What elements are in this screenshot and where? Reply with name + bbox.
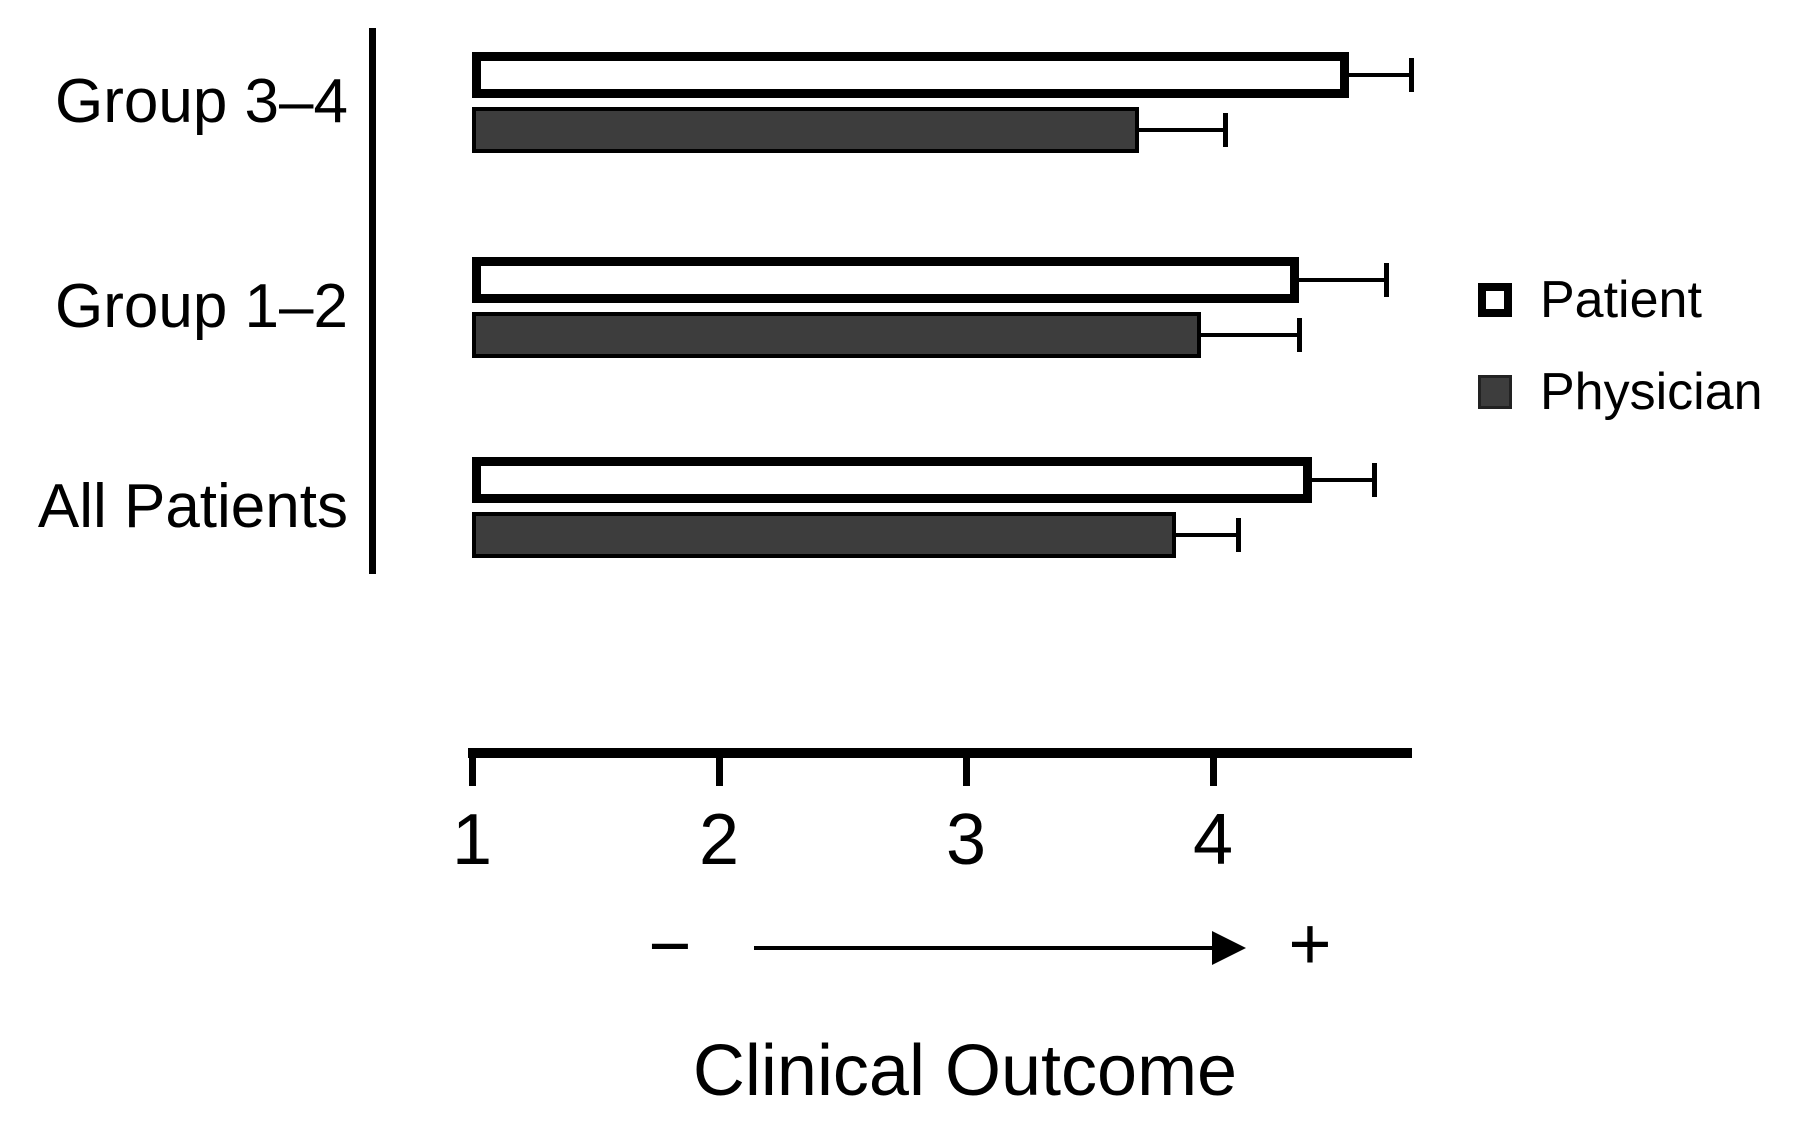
outcome-arrow-head xyxy=(1212,931,1246,965)
category-label: Group 3–4 xyxy=(55,67,348,136)
error-bar-line xyxy=(1169,533,1238,537)
positive-symbol: + xyxy=(1288,902,1332,985)
error-bar-cap xyxy=(1383,263,1389,297)
x-axis-line xyxy=(468,748,1412,758)
bar-patient-2 xyxy=(472,457,1312,503)
error-bar-line xyxy=(1194,333,1300,337)
outcome-arrow-line xyxy=(754,946,1212,950)
legend-item-physician: Physician xyxy=(1478,364,1763,420)
bar-physician-2 xyxy=(472,512,1176,558)
error-bar-cap xyxy=(1297,318,1303,352)
category-label: Group 1–2 xyxy=(55,272,348,341)
error-bar-cap xyxy=(1371,463,1377,497)
error-bar-line xyxy=(1342,73,1411,77)
x-axis-title: Clinical Outcome xyxy=(692,1031,1238,1111)
legend-swatch-physician xyxy=(1478,375,1512,409)
x-tick-label: 1 xyxy=(451,800,493,880)
category-label: All Patients xyxy=(37,472,348,541)
error-bar-line xyxy=(1305,478,1374,482)
legend-label: Patient xyxy=(1540,271,1702,329)
error-bar-cap xyxy=(1235,518,1241,552)
legend-label: Physician xyxy=(1540,363,1763,421)
x-axis-tick xyxy=(716,750,723,786)
bar-patient-0 xyxy=(472,52,1349,98)
bar-patient-1 xyxy=(472,257,1300,303)
legend-item-patient: Patient xyxy=(1478,272,1702,328)
bar-physician-1 xyxy=(472,312,1201,358)
x-tick-label: 3 xyxy=(945,800,987,880)
x-axis-tick xyxy=(963,750,970,786)
negative-symbol: − xyxy=(648,904,692,987)
error-bar-cap xyxy=(1408,58,1414,92)
x-tick-label: 4 xyxy=(1192,800,1234,880)
error-bar-line xyxy=(1293,278,1386,282)
legend-swatch-patient xyxy=(1478,283,1512,317)
error-bar-line xyxy=(1132,128,1226,132)
category-axis-line xyxy=(369,28,376,574)
bar-physician-0 xyxy=(472,107,1139,153)
error-bar-cap xyxy=(1223,113,1229,147)
x-tick-label: 2 xyxy=(698,800,740,880)
x-axis-tick xyxy=(1210,750,1217,786)
x-axis-tick xyxy=(469,750,476,786)
